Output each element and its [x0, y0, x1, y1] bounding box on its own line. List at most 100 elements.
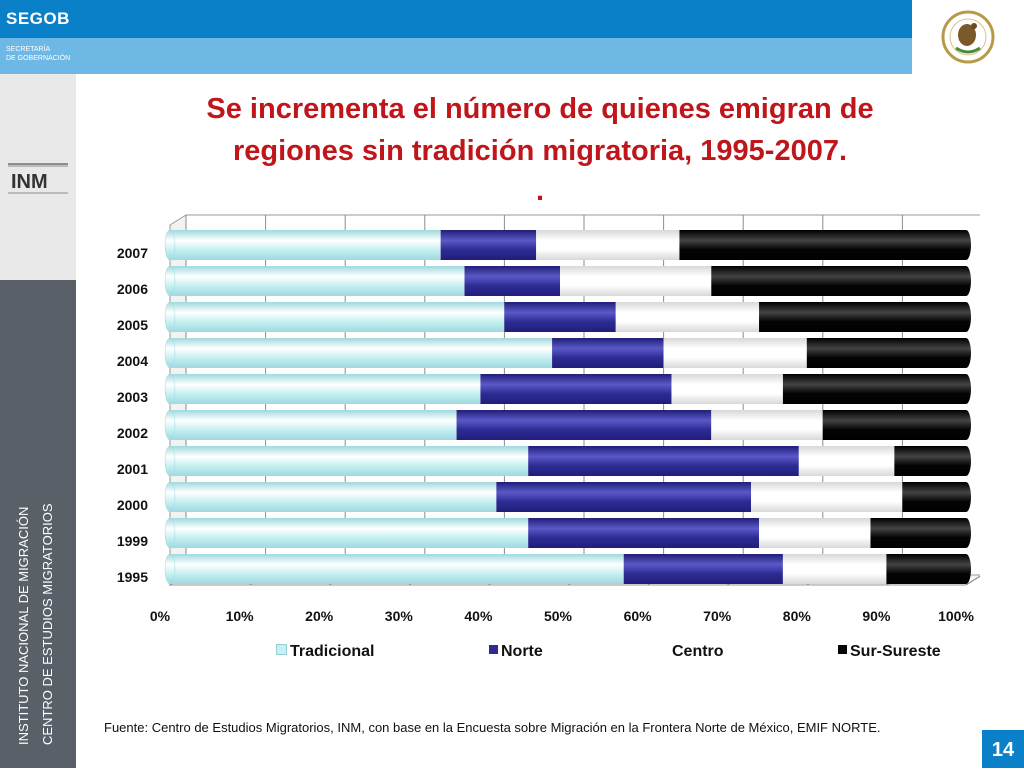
bar-norte-2000 [496, 482, 752, 512]
brand-subtitle-line1: SECRETARÍA [6, 46, 51, 53]
bar-start-cap-2007 [164, 229, 176, 261]
bar-start-cap-1995 [164, 553, 176, 585]
legend-item-centro: Centro [660, 643, 724, 661]
bar-norte-2002 [456, 410, 712, 440]
header-bar [0, 0, 912, 38]
bar-centro-2005 [615, 302, 760, 332]
slide-title: Se incrementa el número de quienes emigr… [120, 88, 960, 210]
x-tick-label: 100% [938, 608, 974, 624]
source-note: Fuente: Centro de Estudios Migratorios, … [104, 720, 881, 735]
segob-logo: SEGOB [0, 0, 76, 38]
bar-norte-2003 [480, 374, 672, 404]
category-label-2004: 2004 [117, 353, 148, 369]
bar-tradicional-2002 [170, 410, 457, 440]
category-label-2001: 2001 [117, 461, 148, 477]
legend-label-centro: Centro [672, 643, 724, 660]
legend-swatch-sursureste [838, 645, 847, 655]
bar-norte-1999 [528, 518, 760, 548]
x-tick-label: 30% [385, 608, 414, 624]
legend-item-norte: Norte [489, 643, 543, 661]
bar-end-cap-2001 [961, 446, 971, 476]
bar-end-cap-2003 [961, 374, 971, 404]
bar-start-cap-2006 [164, 265, 176, 297]
bar-norte-1995 [623, 554, 783, 584]
gridline-floor [965, 575, 980, 586]
bar-tradicional-2007 [170, 230, 441, 260]
category-label-2002: 2002 [117, 425, 148, 441]
bar-tradicional-2006 [170, 266, 465, 296]
bar-start-cap-2003 [164, 373, 176, 405]
bar-sursureste-1995 [886, 554, 966, 584]
bar-end-cap-2002 [961, 410, 971, 440]
sidebar-bottom [0, 280, 76, 768]
category-label-2006: 2006 [117, 281, 148, 297]
x-tick-label: 20% [305, 608, 334, 624]
mexico-seal-icon [941, 10, 995, 64]
brand-subtitle-line2: DE GOBERNACIÓN [6, 55, 71, 62]
bar-sursureste-2005 [759, 302, 966, 332]
category-label-2007: 2007 [117, 245, 148, 261]
bar-tradicional-2005 [170, 302, 505, 332]
bar-norte-2005 [504, 302, 616, 332]
legend-swatch-tradicional [276, 644, 287, 656]
legend-swatch-norte [489, 645, 498, 655]
bar-centro-2004 [663, 338, 807, 368]
bar-norte-2001 [528, 446, 799, 476]
page-number: 14 [982, 730, 1024, 768]
x-tick-label: 80% [783, 608, 812, 624]
category-label-2000: 2000 [117, 497, 148, 513]
x-tick-label: 50% [544, 608, 573, 624]
bar-start-cap-1999 [164, 517, 176, 549]
sidebar-vertical-institute: INSTITUTO NACIONAL DE MIGRACIÓN [16, 506, 31, 745]
bar-start-cap-2004 [164, 337, 176, 369]
bar-norte-2007 [440, 230, 537, 260]
legend-label-norte: Norte [501, 643, 543, 660]
bar-sursureste-2001 [894, 446, 966, 476]
svg-text:INM: INM [11, 171, 48, 193]
bar-norte-2004 [552, 338, 664, 368]
slide-title-line2: regiones sin tradición migratoria, 1995-… [232, 135, 848, 167]
legend-label-tradicional: Tradicional [290, 643, 375, 660]
mexico-seal [912, 0, 1024, 74]
bar-end-cap-1995 [961, 554, 971, 584]
inm-logo: INM [6, 160, 70, 200]
bar-sursureste-2007 [679, 230, 966, 260]
bar-sursureste-2000 [902, 482, 966, 512]
x-tick-label: 40% [464, 608, 493, 624]
x-tick-label: 10% [226, 608, 255, 624]
legend-swatch-centro [660, 645, 669, 655]
bar-norte-2006 [464, 266, 561, 296]
bar-sursureste-2002 [822, 410, 966, 440]
brand-name: SEGOB [6, 9, 70, 28]
bar-sursureste-2006 [711, 266, 966, 296]
sidebar-top [0, 74, 76, 280]
category-label-2003: 2003 [117, 389, 148, 405]
header-subbar [76, 38, 912, 74]
bar-centro-1995 [782, 554, 887, 584]
legend-item-sursureste: Sur-Sureste [838, 643, 941, 661]
bar-end-cap-2007 [961, 230, 971, 260]
slide-title-line1: Se incrementa el número de quienes emigr… [206, 93, 874, 125]
inm-logo-icon: INM [8, 163, 68, 194]
slide-title-dot: . [535, 175, 545, 207]
bar-start-cap-2002 [164, 409, 176, 441]
bar-centro-2003 [671, 374, 783, 404]
bar-sursureste-1999 [870, 518, 966, 548]
bar-tradicional-1999 [170, 518, 529, 548]
bar-centro-2007 [536, 230, 680, 260]
bar-centro-2001 [798, 446, 895, 476]
bar-centro-1999 [759, 518, 871, 548]
x-tick-label: 90% [862, 608, 891, 624]
x-tick-label: 0% [150, 608, 171, 624]
x-tick-label: 70% [703, 608, 732, 624]
category-label-1999: 1999 [117, 533, 148, 549]
bar-end-cap-2006 [961, 266, 971, 296]
bar-tradicional-2004 [170, 338, 553, 368]
bar-centro-2002 [711, 410, 823, 440]
category-label-2005: 2005 [117, 317, 148, 333]
stacked-bar-chart: 1995 1999 2000 2001 2002 2003 2004 2005 2006 2007… [117, 214, 980, 624]
bar-end-cap-1999 [961, 518, 971, 548]
bar-sursureste-2003 [782, 374, 966, 404]
bar-end-cap-2000 [961, 482, 971, 512]
brand-subtitle: SECRETARÍA DE GOBERNACIÓN [0, 38, 76, 74]
